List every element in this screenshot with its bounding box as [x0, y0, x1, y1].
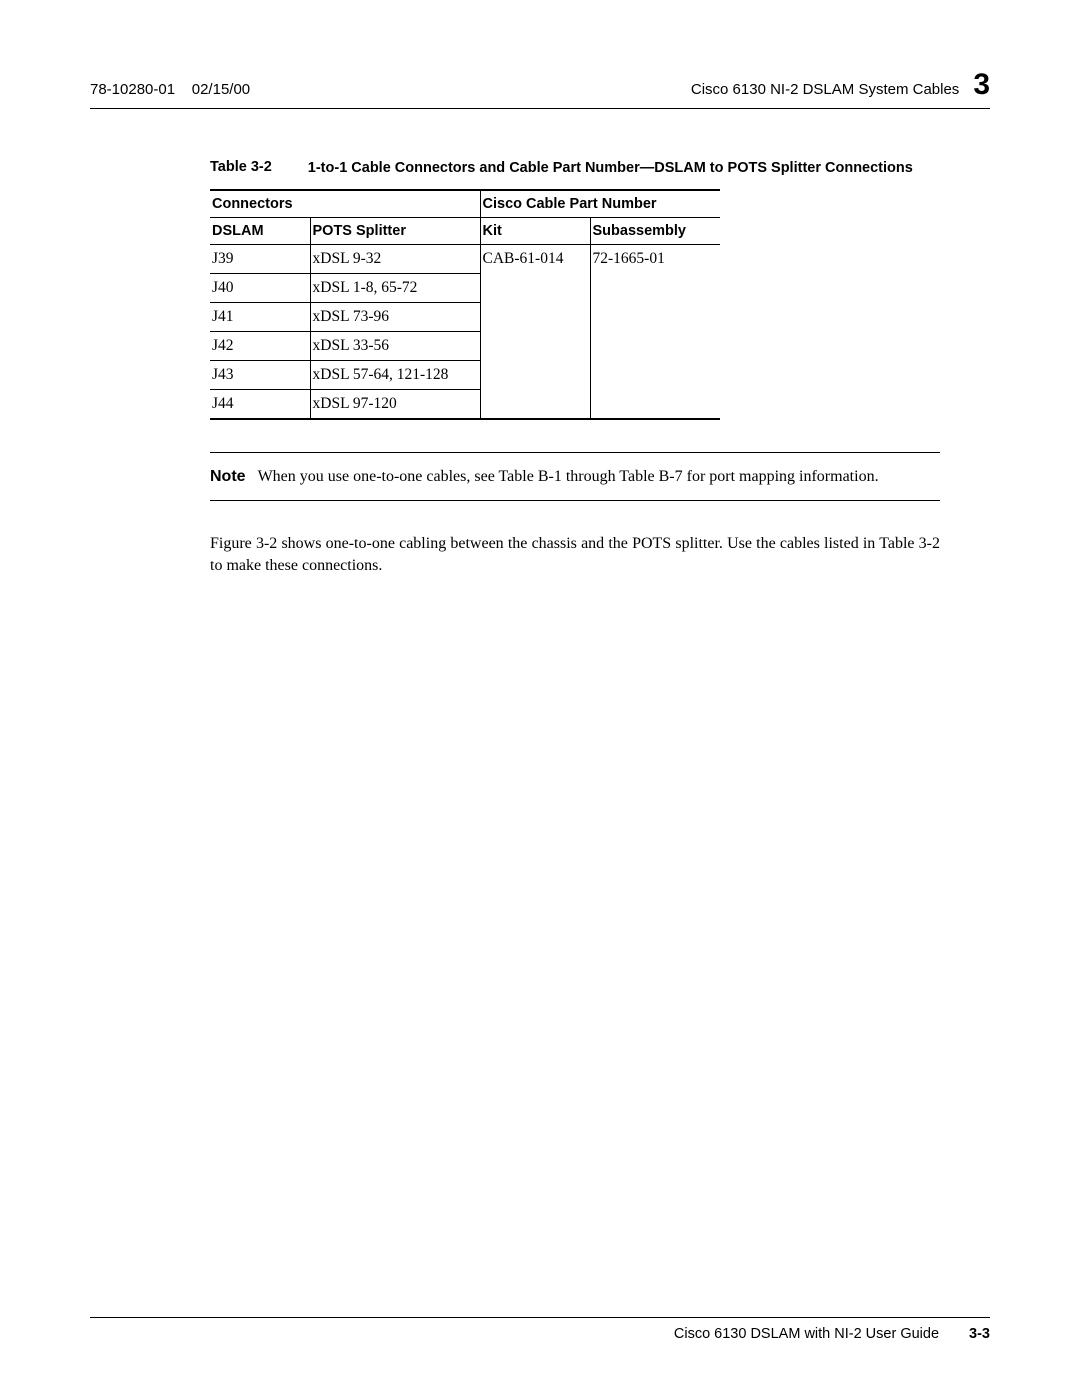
content-area: Table 3-2 1-to-1 Cable Connectors and Ca…: [210, 159, 940, 578]
table-cell: J40: [210, 273, 310, 302]
table-col-header: DSLAM: [210, 217, 310, 244]
table-col-header: Kit: [480, 217, 590, 244]
note-block: Note When you use one-to-one cables, see…: [210, 452, 940, 501]
table-group-header: Cisco Cable Part Number: [480, 190, 720, 218]
table-header-group-row: Connectors Cisco Cable Part Number: [210, 190, 720, 218]
header-left: 78-10280-01 02/15/00: [90, 81, 250, 98]
table-cell-kit: CAB-61-014: [480, 244, 590, 419]
table-cell: xDSL 97-120: [310, 389, 480, 419]
footer-book-title: Cisco 6130 DSLAM with NI-2 User Guide: [674, 1326, 939, 1342]
table-header-row: DSLAM POTS Splitter Kit Subassembly: [210, 217, 720, 244]
table-cell: xDSL 73-96: [310, 302, 480, 331]
table-row: J39 xDSL 9-32 CAB-61-014 72-1665-01: [210, 244, 720, 273]
page-footer: Cisco 6130 DSLAM with NI-2 User Guide 3-…: [90, 1317, 990, 1342]
table-cell: J42: [210, 331, 310, 360]
doc-date: 02/15/00: [192, 81, 250, 98]
table-caption-title: 1-to-1 Cable Connectors and Cable Part N…: [308, 159, 913, 179]
table-cell: xDSL 57-64, 121-128: [310, 360, 480, 389]
header-right: Cisco 6130 NI-2 DSLAM System Cables 3: [691, 70, 990, 100]
note-label: Note: [210, 468, 246, 485]
body-paragraph: Figure 3-2 shows one-to-one cabling betw…: [210, 533, 940, 578]
table-cell: J44: [210, 389, 310, 419]
table-caption-label: Table 3-2: [210, 159, 272, 179]
chapter-number: 3: [973, 70, 990, 100]
cable-table: Connectors Cisco Cable Part Number DSLAM…: [210, 189, 720, 420]
table-cell-subassembly: 72-1665-01: [590, 244, 720, 419]
table-col-header: Subassembly: [590, 217, 720, 244]
table-col-header: POTS Splitter: [310, 217, 480, 244]
table-cell: xDSL 33-56: [310, 331, 480, 360]
page: 78-10280-01 02/15/00 Cisco 6130 NI-2 DSL…: [0, 0, 1080, 1397]
chapter-title: Cisco 6130 NI-2 DSLAM System Cables: [691, 81, 959, 98]
footer-page-number: 3-3: [969, 1326, 990, 1342]
table-cell: xDSL 1-8, 65-72: [310, 273, 480, 302]
table-cell: J41: [210, 302, 310, 331]
table-group-header: Connectors: [210, 190, 480, 218]
table-cell: J43: [210, 360, 310, 389]
page-header: 78-10280-01 02/15/00 Cisco 6130 NI-2 DSL…: [90, 70, 990, 109]
note-text: When you use one-to-one cables, see Tabl…: [258, 468, 879, 485]
table-caption: Table 3-2 1-to-1 Cable Connectors and Ca…: [210, 159, 940, 179]
table-cell: J39: [210, 244, 310, 273]
table-cell: xDSL 9-32: [310, 244, 480, 273]
doc-number: 78-10280-01: [90, 81, 175, 98]
